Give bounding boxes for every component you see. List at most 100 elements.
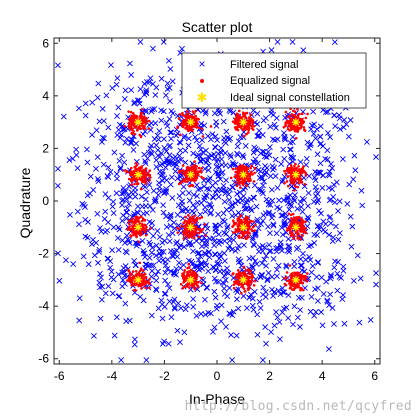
equalized-signal-point [283, 181, 286, 185]
filtered-signal-point [268, 186, 275, 193]
filtered-signal-point [179, 202, 186, 208]
filtered-signal-point [169, 230, 176, 237]
equalized-signal-point [296, 107, 299, 111]
filtered-signal-point [259, 357, 266, 363]
filtered-signal-point [133, 242, 140, 249]
equalized-signal-point [238, 218, 242, 222]
filtered-signal-point [148, 150, 155, 156]
equalized-signal-point [299, 277, 302, 280]
filtered-signal-point [153, 84, 160, 91]
filtered-signal-point [356, 319, 363, 326]
filtered-signal-point [131, 336, 138, 343]
equalized-signal-point [245, 132, 248, 136]
filtered-signal-point [87, 173, 94, 180]
filtered-signal-point [218, 145, 225, 152]
equalized-signal-point [182, 124, 185, 128]
filtered-signal-point [254, 121, 261, 127]
filtered-signal-point [318, 309, 325, 316]
equalized-signal-point [250, 228, 253, 231]
filtered-signal-point [256, 298, 263, 305]
equalized-signal-point [290, 231, 293, 234]
filtered-signal-point [113, 81, 120, 88]
equalized-signal-point [129, 277, 133, 280]
equalized-signal-point [193, 118, 196, 122]
filtered-signal-point [215, 211, 221, 218]
filtered-signal-point [166, 285, 173, 292]
filtered-signal-point [272, 173, 279, 180]
filtered-signal-point [330, 234, 337, 241]
equalized-signal-point [249, 269, 252, 273]
equalized-signal-point [200, 281, 203, 285]
filtered-signal-point [274, 266, 280, 273]
equalized-signal-point [296, 185, 300, 189]
filtered-signal-point [273, 115, 280, 121]
filtered-signal-point [137, 39, 144, 45]
ideal-constellation-point [291, 118, 300, 127]
filtered-signal-point [320, 143, 326, 150]
equalized-signal-point [128, 127, 132, 130]
equalized-signal-point [241, 285, 244, 288]
filtered-signal-point [110, 210, 117, 216]
equalized-signal-point [139, 215, 143, 218]
equalized-signal-point [194, 167, 198, 171]
filtered-signal-point [207, 136, 214, 143]
filtered-signal-point [102, 290, 109, 297]
filtered-signal-point [55, 165, 61, 172]
filtered-signal-point [160, 248, 167, 255]
equalized-signal-point [233, 175, 237, 178]
equalized-signal-point [136, 182, 140, 185]
filtered-signal-point [109, 203, 116, 210]
filtered-signal-point [70, 261, 77, 268]
filtered-signal-point [113, 190, 120, 197]
filtered-signal-point [121, 272, 128, 279]
filtered-signal-point [254, 311, 261, 318]
filtered-signal-point [143, 87, 150, 94]
filtered-signal-point [320, 226, 327, 233]
equalized-signal-point [289, 278, 293, 282]
equalized-signal-point [300, 273, 303, 277]
y-tick-label: 4 [42, 89, 49, 103]
equalized-signal-point [302, 165, 305, 168]
equalized-signal-point [286, 184, 290, 188]
filtered-signal-point [268, 110, 275, 117]
equalized-signal-point [236, 128, 240, 132]
filtered-signal-point [324, 297, 331, 304]
filtered-signal-point [280, 289, 286, 296]
filtered-signal-point [250, 306, 257, 313]
filtered-signal-point [254, 218, 261, 225]
equalized-signal-point [184, 235, 188, 238]
equalized-signal-point [248, 283, 251, 287]
equalized-signal-point [240, 116, 243, 119]
filtered-signal-point [220, 118, 227, 125]
filtered-signal-point [165, 340, 172, 347]
filtered-signal-point [128, 87, 135, 94]
equalized-signal-point [234, 221, 238, 225]
ideal-constellation-point [134, 118, 143, 127]
filtered-signal-point [227, 311, 234, 317]
equalized-signal-point [178, 133, 182, 137]
filtered-signal-point [215, 164, 222, 170]
filtered-signal-point [300, 250, 306, 257]
filtered-signal-point [182, 306, 189, 313]
filtered-signal-point [266, 144, 273, 150]
filtered-signal-point [120, 188, 127, 195]
equalized-signal-point [188, 128, 192, 132]
filtered-signal-point [163, 148, 170, 155]
filtered-signal-point [273, 309, 279, 315]
equalized-signal-point [143, 223, 146, 227]
equalized-signal-point [296, 237, 300, 240]
filtered-signal-point [197, 146, 204, 153]
equalized-signal-point [127, 177, 131, 181]
filtered-signal-point [259, 217, 266, 224]
filtered-signal-point [149, 219, 155, 226]
filtered-signal-point [291, 258, 298, 265]
equalized-signal-point [192, 218, 196, 222]
equalized-signal-point [285, 279, 289, 283]
filtered-signal-point [219, 217, 226, 224]
equalized-signal-point [293, 165, 296, 168]
filtered-signal-point [85, 261, 92, 268]
filtered-signal-point [283, 262, 290, 269]
equalized-signal-point [250, 272, 253, 276]
equalized-signal-point [129, 125, 133, 128]
equalized-signal-point [190, 178, 194, 182]
